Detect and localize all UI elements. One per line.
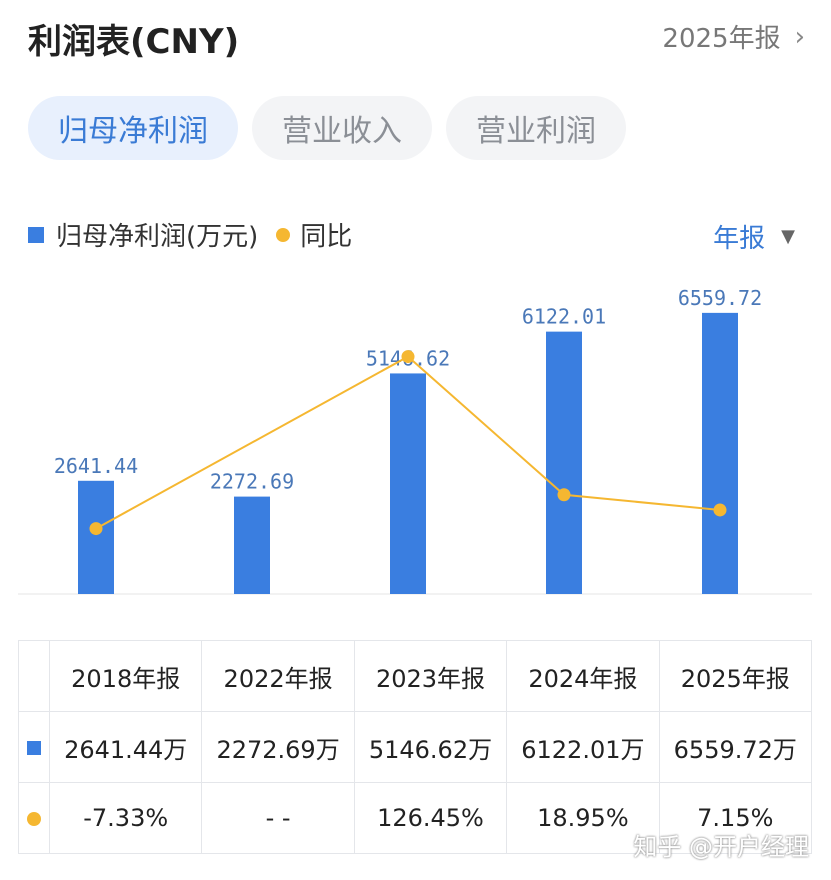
bar-value-label: 6559.72 [678, 286, 762, 310]
table-header-cell: 2018年报 [48, 640, 203, 712]
chart-legend: 归母净利润(万元) 同比 [28, 216, 352, 253]
watermark: 知乎 @开户经理 [633, 833, 809, 861]
period-select-label: 年报 [713, 224, 766, 254]
bar-marker-icon [27, 741, 41, 755]
line-marker-icon [27, 812, 41, 826]
table-row-value: 2641.44万 2272.69万 5146.62万 6122.01万 6559… [18, 711, 813, 783]
table-header-row: 2018年报 2022年报 2023年报 2024年报 2025年报 [18, 640, 813, 712]
bar-value-label: 2272.69 [210, 470, 294, 494]
table-cell: 6559.72万 [658, 711, 813, 783]
table-cell: 126.45% [353, 782, 508, 854]
header: 利润表(CNY) 2025年报 › [0, 0, 831, 72]
bar-value-label: 6122.01 [522, 305, 606, 329]
bar [702, 312, 738, 594]
table-cell: 6122.01万 [506, 711, 660, 783]
period-report-label: 2025年报 [662, 24, 781, 54]
tab-net-profit[interactable]: 归母净利润 [28, 96, 238, 160]
table-row-yoy: -7.33% - - 126.45% 18.95% 7.15% [18, 782, 813, 854]
legend-line-swatch [276, 227, 291, 242]
yoy-point [557, 488, 571, 502]
bar [78, 480, 114, 594]
metric-tabs: 归母净利润 营业收入 营业利润 [28, 96, 626, 160]
table-cell: 18.95% [506, 782, 660, 854]
yoy-line [95, 355, 721, 530]
yoy-point [713, 503, 727, 517]
table-cell: 7.15% [658, 782, 813, 854]
table-header-cell: 2024年报 [506, 640, 660, 712]
row-marker [18, 711, 50, 783]
yoy-point [89, 522, 103, 536]
bar-value-label: 2641.44 [54, 454, 138, 478]
bar [390, 373, 426, 594]
table-cell: 2641.44万 [48, 711, 203, 783]
tab-revenue[interactable]: 营业收入 [252, 96, 432, 160]
table-header-cell: 2022年报 [201, 640, 355, 712]
legend-bar-swatch [28, 226, 44, 243]
table-cell: - - [201, 782, 355, 854]
legend-bar-label: 归母净利润(万元) [56, 222, 259, 252]
period-select[interactable]: 年报 ▼ [713, 218, 795, 255]
row-marker [18, 782, 50, 854]
data-table: 2018年报 2022年报 2023年报 2024年报 2025年报 2641.… [18, 640, 813, 854]
yoy-point [401, 350, 415, 364]
table-cell: 5146.62万 [353, 711, 508, 783]
period-report-link[interactable]: 2025年报 › [662, 18, 805, 55]
legend-line-label: 同比 [300, 222, 353, 252]
bar [234, 496, 270, 594]
caret-down-icon: ▼ [781, 226, 795, 247]
table-cell: 2272.69万 [201, 711, 355, 783]
table-cell: -7.33% [48, 782, 203, 854]
table-header-cell: 2023年报 [353, 640, 508, 712]
bar [546, 331, 582, 594]
table-header-cell: 2025年报 [658, 640, 813, 712]
table-corner-cell [18, 640, 50, 712]
page-title: 利润表(CNY) [28, 22, 240, 62]
tab-operating-profit[interactable]: 营业利润 [446, 96, 626, 160]
chevron-right-icon: › [794, 21, 805, 52]
